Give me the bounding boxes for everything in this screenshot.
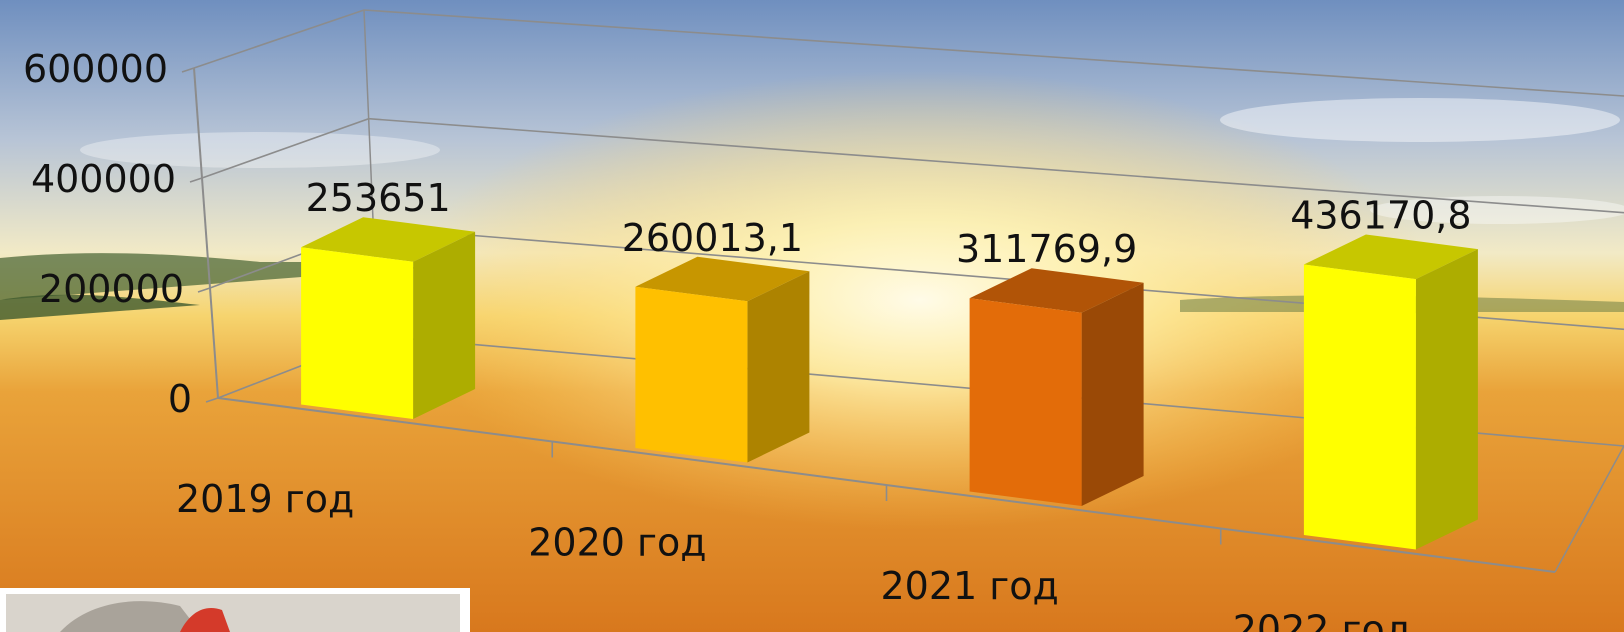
bar-top-1 bbox=[635, 256, 810, 302]
bar-top-0 bbox=[301, 217, 476, 262]
y-tick-mark-2 bbox=[189, 177, 203, 183]
data-label-0: 253651 bbox=[306, 176, 451, 220]
gridline-3 bbox=[193, 9, 1624, 97]
bar-3 bbox=[1303, 234, 1478, 550]
x-tick-label-2: 2021 год bbox=[880, 564, 1058, 608]
data-label-2: 311769,9 bbox=[956, 227, 1137, 271]
bar-side-3 bbox=[1415, 249, 1478, 550]
bar-front-2 bbox=[969, 298, 1082, 506]
data-label-1: 260013,1 bbox=[622, 216, 803, 260]
gridline-2 bbox=[201, 117, 1624, 214]
bar-side-0 bbox=[413, 231, 476, 419]
labels-group: 0 200000 400000 600000 253651 2019 год 260013,… bbox=[23, 47, 1472, 632]
bar-side-1 bbox=[747, 271, 810, 463]
x-tick-label-3: 2022 год bbox=[1233, 607, 1411, 632]
y-tick-mark-1 bbox=[197, 287, 211, 293]
bar-0 bbox=[301, 217, 476, 419]
bar-front-0 bbox=[301, 247, 414, 419]
y-tick-label-1: 200000 bbox=[39, 267, 184, 311]
bar-side-2 bbox=[1081, 282, 1144, 506]
bar-front-3 bbox=[1303, 264, 1416, 550]
bar-top-3 bbox=[1303, 234, 1478, 280]
y-axis-line bbox=[193, 67, 219, 399]
floor-right-edge bbox=[1554, 445, 1624, 573]
bars-group bbox=[301, 217, 1478, 550]
y-tick-label-3: 600000 bbox=[23, 47, 168, 91]
photo-inset-image bbox=[0, 588, 470, 632]
bar-1 bbox=[635, 256, 810, 463]
data-label-3: 436170,8 bbox=[1290, 194, 1471, 238]
y-tick-label-0: 0 bbox=[168, 377, 192, 421]
y-tick-mark-0 bbox=[205, 397, 219, 403]
x-tick-label-0: 2019 год bbox=[176, 477, 354, 521]
bar-front-1 bbox=[635, 286, 748, 463]
x-tick-label-1: 2020 год bbox=[528, 520, 706, 564]
bar-2 bbox=[969, 268, 1144, 506]
bar-top-2 bbox=[969, 268, 1144, 313]
y-tick-label-2: 400000 bbox=[31, 157, 176, 201]
y-tick-mark-3 bbox=[181, 67, 195, 73]
